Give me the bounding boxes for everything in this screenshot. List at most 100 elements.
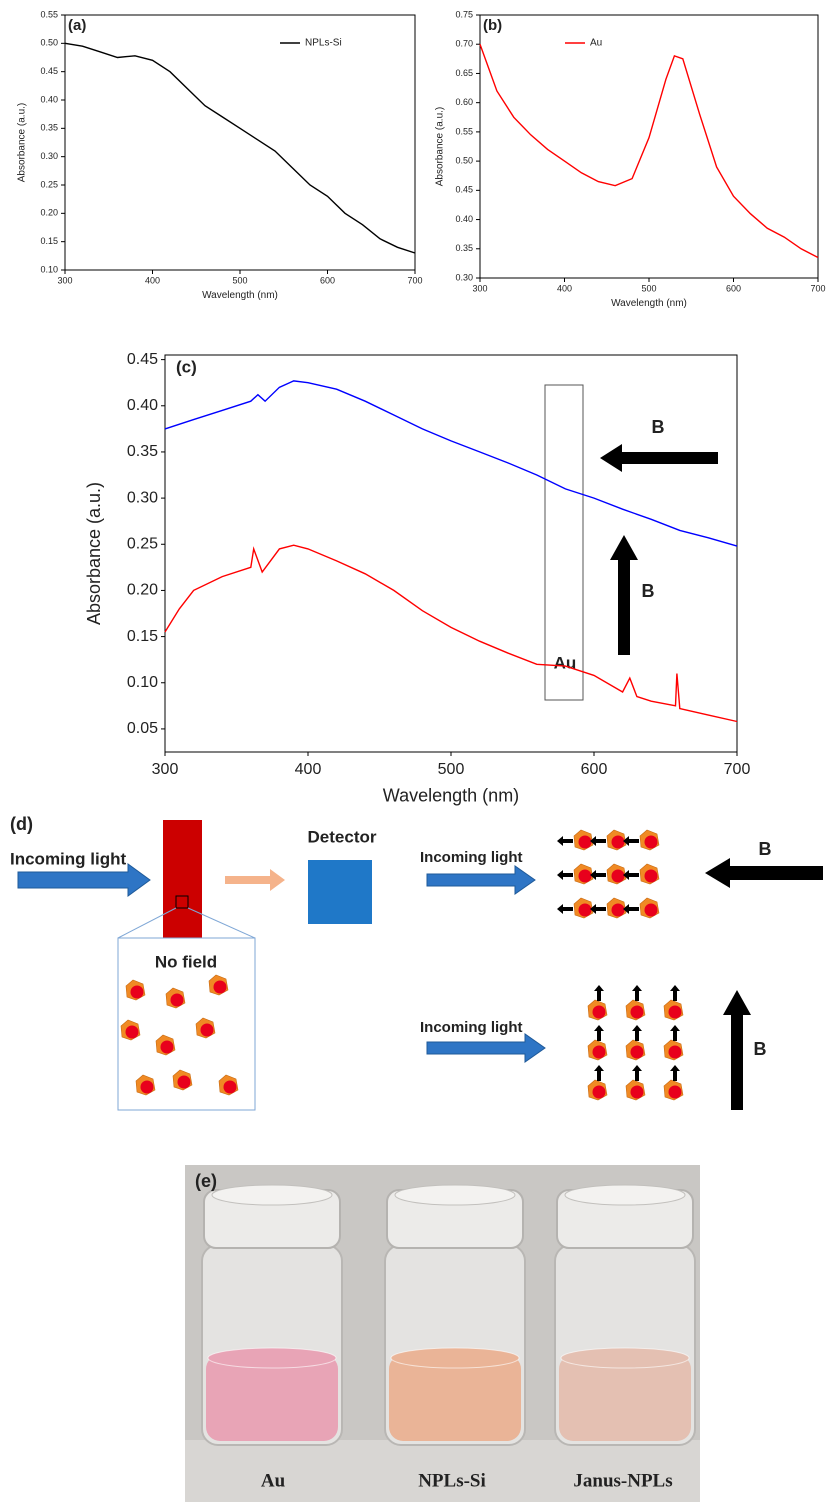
highlight-box (544, 384, 584, 701)
particle-core (644, 903, 658, 917)
panel-label: (a) (68, 17, 86, 34)
annotation: B (652, 417, 665, 437)
legend-label: NPLs-Si (305, 38, 342, 49)
photo-table (185, 1440, 700, 1502)
panel-label: (d) (10, 814, 33, 834)
y-axis-label: Absorbance (a.u.) (435, 107, 446, 187)
y-tick-label: 0.15 (40, 236, 58, 246)
zoom-line (117, 907, 177, 939)
data-line (64, 42, 416, 254)
y-tick-label: 0.45 (455, 185, 473, 195)
x-tick-label: 700 (724, 761, 751, 778)
vial-label: Au (261, 1470, 286, 1491)
vial-liquid (389, 1355, 521, 1441)
data-line (164, 544, 738, 723)
photo: (e) Au NPLs-Si Janus-NPLs (185, 1165, 700, 1502)
particle-core (223, 1080, 237, 1094)
moment-arrow (594, 1025, 604, 1041)
y-tick-label: 0.70 (455, 39, 473, 49)
field-arrow (610, 535, 638, 655)
particle-core (668, 1045, 682, 1059)
y-tick-label: 0.20 (40, 208, 58, 218)
particle-core (592, 1085, 606, 1099)
diagram-text: Detector (308, 827, 377, 846)
particle-core (140, 1080, 154, 1094)
diagram-text: B (754, 1039, 767, 1059)
annotation: Au (554, 653, 577, 672)
y-tick-label: 0.25 (40, 179, 58, 189)
liquid-surface (560, 1347, 690, 1369)
x-tick-label: 600 (726, 283, 741, 293)
vial-label: NPLs-Si (418, 1470, 486, 1491)
moment-arrow (670, 1065, 680, 1081)
moment-arrow (594, 985, 604, 1001)
transmitted-arrow (225, 869, 285, 891)
y-tick-label: 0.30 (455, 272, 473, 282)
moment-arrow (590, 870, 606, 880)
x-tick-label: 600 (581, 761, 608, 778)
moment-arrow (670, 1025, 680, 1041)
zoom-line (187, 907, 256, 939)
moment-arrow (590, 836, 606, 846)
panel-label: (b) (483, 17, 502, 34)
field-arrow (705, 858, 823, 888)
moment-arrow (557, 870, 573, 880)
moment-arrow (557, 836, 573, 846)
moment-arrow (670, 985, 680, 1001)
moment-arrow (623, 904, 639, 914)
moment-arrow (623, 870, 639, 880)
x-tick-label: 300 (152, 761, 179, 778)
vial-liquid (206, 1355, 338, 1441)
particle-core (578, 835, 592, 849)
diagram: (d) Incoming light Detector No field Inc… (10, 814, 823, 1111)
particle-core (160, 1040, 174, 1054)
y-axis-label: Absorbance (a.u.) (17, 103, 28, 183)
x-tick-label: 500 (641, 283, 656, 293)
cap-top (564, 1184, 686, 1206)
particle-core (125, 1025, 139, 1039)
x-tick-label: 500 (232, 275, 247, 285)
light-arrow (426, 1033, 546, 1063)
y-tick-label: 0.65 (455, 68, 473, 78)
diagram-text: No field (155, 952, 217, 971)
particle-core (213, 980, 227, 994)
particle-core (644, 835, 658, 849)
particle-core (644, 869, 658, 883)
x-axis-label: Wavelength (nm) (383, 786, 519, 806)
y-tick-label: 0.20 (127, 582, 158, 599)
y-tick-label: 0.50 (40, 38, 58, 48)
y-tick-label: 0.15 (127, 628, 158, 645)
y-tick-label: 0.45 (40, 66, 58, 76)
x-axis-label: Wavelength (nm) (202, 290, 278, 301)
diagram-text: Incoming light (420, 849, 523, 866)
plot-frame (164, 354, 738, 753)
x-tick-label: 300 (472, 283, 487, 293)
particle-core (578, 869, 592, 883)
y-tick-label: 0.40 (127, 397, 158, 414)
y-tick-label: 0.30 (127, 489, 158, 506)
y-tick-label: 0.40 (455, 214, 473, 224)
x-tick-label: 300 (57, 275, 72, 285)
x-tick-label: 700 (810, 283, 825, 293)
y-tick-label: 0.35 (127, 443, 158, 460)
x-tick-label: 400 (145, 275, 160, 285)
legend-label: Au (590, 38, 602, 49)
y-tick-label: 0.10 (127, 674, 158, 691)
particle-core (611, 869, 625, 883)
moment-arrow (632, 1025, 642, 1041)
data-line (164, 380, 738, 547)
y-tick-label: 0.10 (40, 264, 58, 274)
annotation: B (642, 581, 655, 601)
moment-arrow (623, 836, 639, 846)
particle-core (170, 993, 184, 1007)
diagram-text: B (759, 839, 772, 859)
particle-core (130, 985, 144, 999)
moment-arrow (632, 1065, 642, 1081)
x-axis-label: Wavelength (nm) (611, 298, 687, 309)
x-tick-label: 700 (407, 275, 422, 285)
data-line (479, 43, 819, 259)
sample (163, 820, 202, 940)
vial-label: Janus-NPLs (573, 1470, 672, 1491)
y-tick-label: 0.25 (127, 535, 158, 552)
